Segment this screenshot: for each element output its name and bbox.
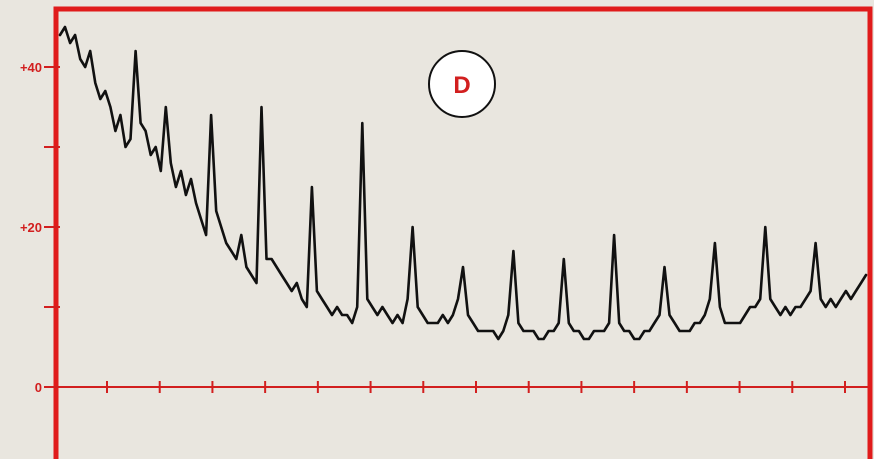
y-tick-label: 0 [35, 380, 42, 395]
series-line [58, 25, 868, 341]
y-tick-label: +40 [20, 60, 42, 75]
panel-label: D [453, 72, 470, 99]
panel-badge-circle [428, 50, 496, 118]
plot-frame [53, 6, 873, 459]
panel-badge: D [428, 50, 496, 118]
x-axis [58, 381, 868, 393]
y-axis: +40 +20 0 [20, 60, 60, 395]
y-tick-label: +20 [20, 220, 42, 235]
